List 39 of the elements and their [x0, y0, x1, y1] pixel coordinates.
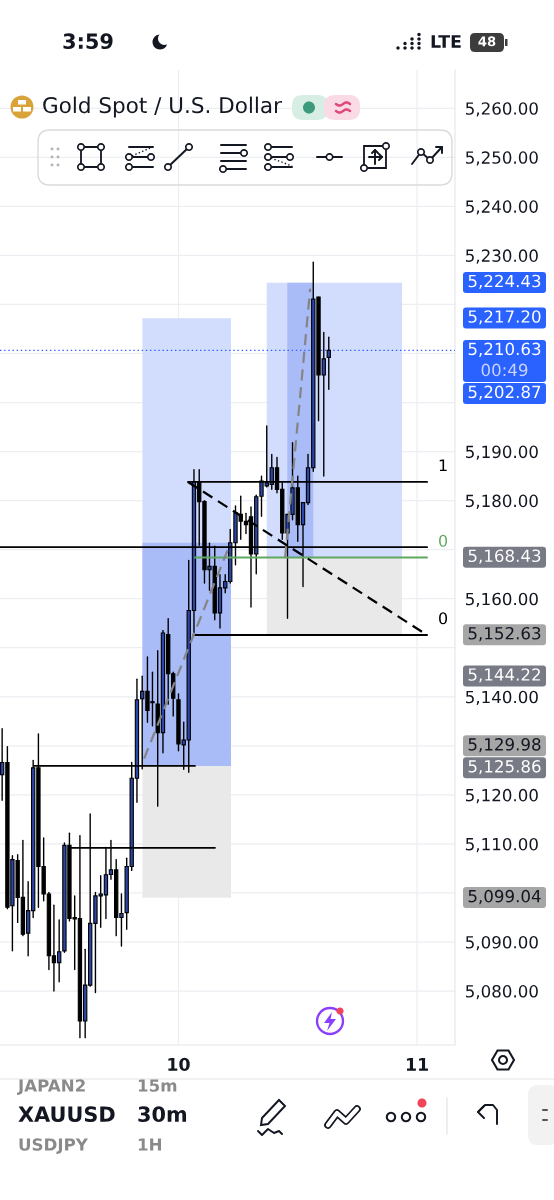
text: 15m [138, 1079, 177, 1092]
x-tick-label: 10 [168, 1057, 190, 1071]
y-tick-label: 5,110.00 [466, 837, 538, 853]
y-tick-label: 5,190.00 [466, 445, 538, 460]
text: JAPAN2 [17, 1079, 85, 1095]
ref-line-label: 5,210.63 00:49 [468, 342, 541, 377]
text: 30m [138, 1106, 187, 1123]
y-tick-label: 5,120.00 [466, 788, 538, 804]
series-label: 0 [439, 534, 448, 547]
text: 5,168.43 [468, 549, 541, 564]
y-tick-label: 5,180.00 [466, 494, 538, 509]
text: 5,217.20 [468, 310, 541, 325]
candlestick [56, 919, 62, 983]
y-tick-label: 5,160.00 [466, 592, 538, 607]
series-label: 1 [439, 459, 447, 472]
text: LTE [431, 35, 461, 48]
text: 5,129.98 [468, 738, 541, 753]
text: USDJPY [19, 1138, 89, 1154]
series-label: 0 [439, 612, 448, 625]
text: Gold Spot / U.S. Dollar [43, 96, 282, 118]
text: 5,125.86 [468, 760, 541, 775]
y-tick-label: 5,240.00 [466, 200, 538, 215]
candlestick [326, 336, 331, 390]
text: 5,099.04 [468, 889, 541, 905]
y-tick-label: 5,260.00 [466, 102, 538, 117]
text: 5,224.43 [468, 274, 541, 290]
text: 5,152.63 [468, 626, 541, 642]
y-tick-label: 5,140.00 [466, 690, 538, 706]
text: XAUUSD [18, 1106, 115, 1123]
text: 5,202.87 [468, 385, 541, 400]
text: 1H [138, 1138, 162, 1151]
y-tick-label: 5,080.00 [466, 985, 538, 1000]
x-tick-label: 11 [406, 1058, 428, 1071]
text: 5,144.22 [468, 668, 540, 683]
y-tick-label: 5,230.00 [466, 249, 538, 264]
y-tick-label: 5,250.00 [466, 151, 538, 166]
text: 48 [478, 36, 496, 47]
text: 3:59 [63, 33, 113, 50]
y-tick-label: 5,090.00 [466, 935, 538, 951]
